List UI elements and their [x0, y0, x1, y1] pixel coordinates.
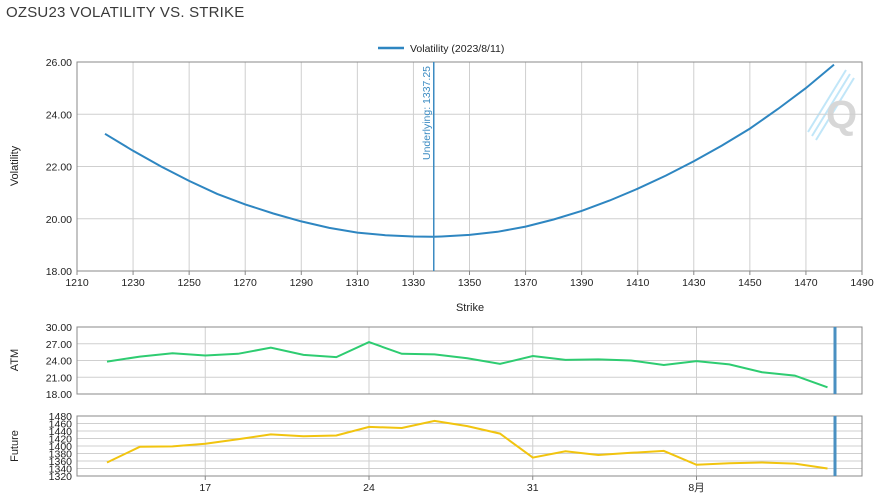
- x-tick-label: 31: [527, 482, 539, 494]
- y-tick-label: 1400: [49, 441, 73, 453]
- y-tick-label: 1420: [49, 434, 73, 446]
- y-axis-label: Volatility: [9, 145, 21, 186]
- y-tick-label: 26.00: [46, 57, 72, 69]
- x-tick-label: 1210: [65, 277, 89, 289]
- x-tick-label: 1230: [121, 277, 145, 289]
- underlying-marker: Underlying: 1337.25: [421, 62, 435, 271]
- x-tick-label: 1370: [514, 277, 538, 289]
- y-tick-label: 1460: [49, 419, 73, 431]
- future-axis-label: Future: [9, 430, 21, 462]
- y-tick-label: 27.00: [46, 339, 72, 351]
- svg-text:Q: Q: [826, 93, 857, 137]
- x-tick-label: 8月: [688, 482, 704, 494]
- legend-entry-volatility: Volatility (2023/8/11): [410, 43, 504, 55]
- atm-series-line: [106, 341, 828, 389]
- y-tick-label: 20.00: [46, 214, 72, 226]
- y-tick-label: 1440: [49, 426, 73, 438]
- x-tick-label: 1290: [290, 277, 314, 289]
- y-tick-label: 22.00: [46, 162, 72, 174]
- volatility-series-line: [104, 63, 835, 238]
- y-tick-label: 24.00: [46, 356, 72, 368]
- x-tick-label: 1410: [626, 277, 650, 289]
- legend: Volatility (2023/8/11): [378, 43, 504, 55]
- x-axis-label: Strike: [456, 302, 484, 314]
- future-series-line: [106, 419, 828, 470]
- x-tick-label: 1470: [794, 277, 818, 289]
- q-logo-icon: Q: [807, 69, 857, 141]
- y-tick-label: 1480: [49, 411, 73, 423]
- y-tick-label: 18.00: [46, 266, 72, 278]
- y-tick-label: 1380: [49, 449, 73, 461]
- y-tick-label: 1320: [49, 471, 73, 483]
- y-tick-label: 1340: [49, 464, 73, 476]
- atm-axis-label: ATM: [9, 349, 21, 371]
- y-tick-label: 30.00: [46, 322, 72, 334]
- x-tick-label: 1310: [346, 277, 370, 289]
- x-tick-label: 1450: [738, 277, 762, 289]
- x-tick-label: 17: [199, 482, 211, 494]
- underlying-label: Underlying: 1337.25: [421, 66, 433, 160]
- x-tick-label: 1250: [177, 277, 201, 289]
- x-tick-label: 1430: [682, 277, 706, 289]
- y-tick-label: 21.00: [46, 372, 72, 384]
- atm-plot-frame: [76, 326, 863, 395]
- y-tick-label: 18.00: [46, 389, 72, 401]
- x-tick-label: 24: [363, 482, 375, 494]
- y-tick-label: 24.00: [46, 109, 72, 121]
- page-title: OZSU23 VOLATILITY VS. STRIKE: [6, 4, 245, 21]
- x-tick-label: 1330: [402, 277, 426, 289]
- x-tick-label: 1390: [570, 277, 594, 289]
- x-tick-label: 1270: [234, 277, 258, 289]
- y-tick-label: 1360: [49, 456, 73, 468]
- x-tick-label: 1350: [458, 277, 482, 289]
- future-plot-frame: [76, 415, 863, 477]
- x-tick-label: 1490: [850, 277, 874, 289]
